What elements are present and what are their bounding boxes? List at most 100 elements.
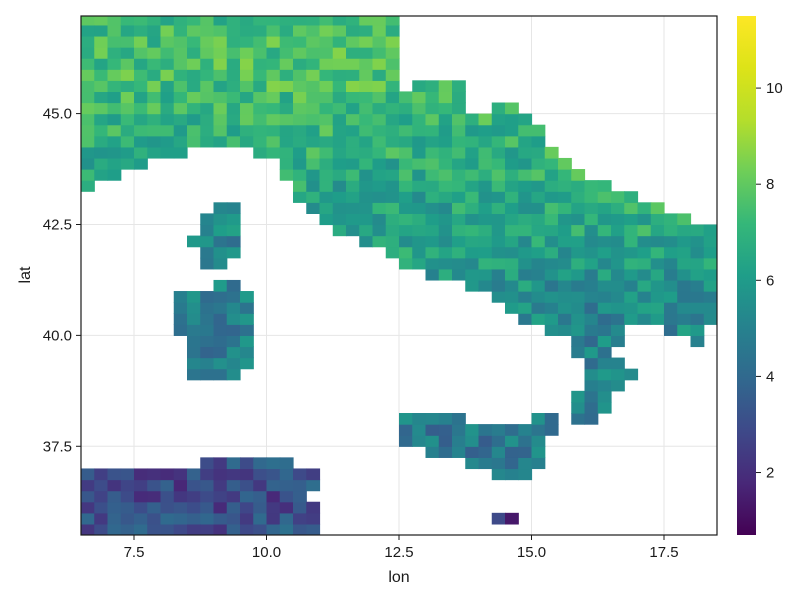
- heatmap-cell: [147, 468, 162, 481]
- heatmap-cell: [478, 202, 493, 214]
- heatmap-cell: [611, 379, 625, 392]
- heatmap-cell: [200, 246, 215, 259]
- heatmap-cell: [531, 302, 546, 314]
- heatmap-cell: [226, 368, 241, 381]
- heatmap-cell: [81, 479, 95, 492]
- heatmap-cell: [544, 146, 559, 159]
- heatmap-cell: [438, 124, 453, 137]
- heatmap-cell: [200, 235, 215, 248]
- heatmap-cell: [240, 291, 254, 303]
- heatmap-cell: [425, 246, 440, 259]
- heatmap-cell: [677, 291, 692, 303]
- heatmap-cell: [399, 113, 413, 126]
- heatmap-cell: [200, 47, 215, 59]
- heatmap-cell: [107, 124, 122, 137]
- heatmap-cell: [187, 523, 201, 535]
- heatmap-cell: [81, 16, 95, 26]
- heatmap-cell: [452, 202, 466, 214]
- heatmap-cell: [412, 213, 427, 226]
- heatmap-cell: [425, 257, 440, 270]
- heatmap-cell: [293, 69, 307, 81]
- heatmap-cell: [160, 69, 175, 81]
- heatmap-cell: [279, 135, 294, 148]
- heatmap-cell: [213, 135, 228, 148]
- heatmap-cell: [372, 35, 387, 48]
- heatmap-cell: [677, 313, 692, 325]
- heatmap-cell: [213, 512, 228, 525]
- heatmap-cell: [213, 523, 228, 535]
- heatmap-cell: [571, 346, 586, 359]
- heatmap-cell: [187, 235, 201, 248]
- heatmap-cell: [505, 146, 519, 159]
- heatmap-cell: [531, 135, 546, 148]
- heatmap-cell: [465, 124, 480, 137]
- heatmap-cell: [637, 202, 652, 214]
- heatmap-cell: [385, 24, 400, 37]
- heatmap-cell: [452, 246, 466, 259]
- heatmap-cell: [438, 435, 453, 447]
- heatmap-cell: [94, 146, 109, 159]
- heatmap-cell: [306, 191, 321, 203]
- heatmap-cell: [624, 279, 639, 292]
- heatmap-cell: [505, 457, 519, 470]
- heatmap-cell: [531, 213, 546, 226]
- heatmap-cell: [306, 91, 321, 104]
- heatmap-cell: [425, 102, 440, 115]
- heatmap-cell: [677, 324, 692, 336]
- heatmap-cell: [505, 213, 519, 226]
- heatmap-cell: [107, 69, 122, 81]
- heatmap-cell: [120, 468, 135, 481]
- heatmap-cell: [332, 35, 347, 48]
- heatmap-cell: [597, 246, 612, 259]
- heatmap-cell: [266, 35, 281, 48]
- heatmap-cell: [134, 146, 148, 159]
- heatmap-cell: [478, 124, 493, 137]
- heatmap-cell: [703, 224, 717, 237]
- heatmap-cell: [664, 268, 678, 281]
- heatmap-cell: [266, 479, 281, 492]
- heatmap-cell: [213, 313, 228, 325]
- heatmap-cell: [637, 235, 652, 248]
- heatmap-cell: [240, 313, 254, 325]
- heatmap-cell: [306, 113, 321, 126]
- heatmap-cell: [478, 279, 493, 292]
- heatmap-cell: [213, 213, 228, 226]
- colorbar-gradient: [737, 16, 756, 535]
- heatmap-cell: [134, 113, 148, 126]
- heatmap-cell: [359, 157, 374, 170]
- heatmap-cell: [213, 291, 228, 303]
- heatmap-cell: [319, 113, 334, 126]
- heatmap-cell: [319, 69, 334, 81]
- heatmap-cell: [650, 224, 665, 237]
- heatmap-cell: [81, 180, 95, 192]
- heatmap-cell: [412, 124, 427, 137]
- heatmap-cell: [518, 135, 533, 148]
- heatmap-cell: [359, 191, 374, 203]
- heatmap-cell: [81, 91, 95, 104]
- heatmap-cell: [359, 202, 374, 214]
- heatmap-cell: [385, 102, 400, 115]
- heatmap-cell: [173, 47, 188, 59]
- heatmap-cell: [558, 224, 572, 237]
- heatmap-cell: [160, 479, 175, 492]
- heatmap-cell: [425, 202, 440, 214]
- heatmap-cell: [293, 102, 307, 115]
- heatmap-cell: [597, 324, 612, 336]
- heatmap-cell: [81, 102, 95, 115]
- heatmap-cell: [266, 69, 281, 81]
- heatmap-cell: [107, 479, 122, 492]
- heatmap-cell: [544, 202, 559, 214]
- heatmap-cell: [558, 157, 572, 170]
- heatmap-cell: [279, 169, 294, 181]
- heatmap-cell: [226, 16, 241, 26]
- heatmap-cell: [187, 302, 201, 314]
- heatmap-cell: [624, 268, 639, 281]
- heatmap-cell: [438, 424, 453, 436]
- heatmap-cell: [571, 268, 586, 281]
- heatmap-cell: [624, 235, 639, 248]
- heatmap-cell: [226, 69, 241, 81]
- heatmap-cell: [597, 357, 612, 370]
- heatmap-cell: [544, 180, 559, 192]
- heatmap-cell: [94, 102, 109, 115]
- heatmap-cell: [505, 279, 519, 292]
